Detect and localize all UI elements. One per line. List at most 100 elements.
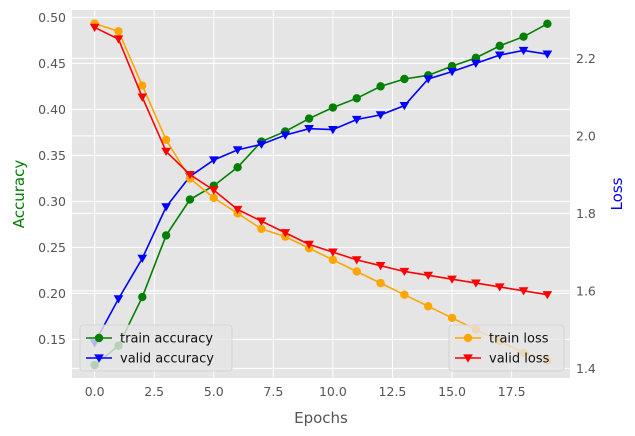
y-tick-label-left: 0.35 (38, 148, 66, 163)
x-axis-label: Epochs (294, 409, 348, 427)
valid-accuracy-point (113, 295, 124, 304)
train-accuracy-point (328, 103, 338, 112)
valid-accuracy-point (351, 115, 362, 125)
valid-accuracy-point (399, 102, 410, 111)
valid-loss-point (447, 275, 457, 284)
valid-loss-point (304, 240, 314, 249)
y-tick-label-right: 2.0 (576, 128, 596, 143)
valid-loss-point (471, 279, 481, 288)
x-tick-label: 15.0 (438, 384, 466, 399)
train-accuracy-point (400, 74, 409, 84)
valid-accuracy-point (208, 156, 219, 165)
valid-accuracy-point (161, 203, 171, 212)
valid-accuracy-line (93, 49, 548, 344)
series-valid-loss (89, 23, 553, 300)
y-tick-label-left: 0.25 (38, 240, 66, 255)
y-tick-label-left: 0.15 (38, 332, 66, 347)
legend-box (79, 324, 233, 372)
train-loss-point (400, 290, 409, 299)
train-loss-point (376, 278, 385, 288)
x-tick-label: 10.0 (319, 384, 347, 399)
valid-accuracy-point (280, 131, 291, 140)
x-tick-label: 0.0 (85, 384, 105, 399)
valid-loss-point (256, 217, 267, 226)
valid-loss-point (89, 23, 100, 33)
valid-loss-point (494, 283, 505, 292)
train-accuracy-line (94, 23, 548, 366)
valid-loss-point (161, 147, 171, 156)
train-loss-point (161, 135, 171, 144)
valid-accuracy-point (232, 146, 243, 155)
y-tick-label-left: 0.20 (38, 286, 66, 301)
y-tick-label-left: 0.45 (38, 56, 66, 71)
x-tick-label: 7.5 (263, 384, 283, 399)
train-loss-point (209, 193, 218, 203)
train-accuracy-point (495, 41, 504, 51)
legend-label: valid loss (489, 352, 550, 367)
x-tick-label: 17.5 (498, 384, 526, 399)
valid-accuracy-point (304, 125, 314, 134)
train-accuracy-point (352, 94, 361, 103)
valid-accuracy-point (447, 68, 457, 77)
x-tick-label: 12.5 (379, 384, 407, 399)
train-loss-point (257, 224, 266, 234)
train-loss-point (328, 255, 338, 265)
x-tick-label: 2.5 (144, 384, 164, 399)
legend-box (448, 324, 565, 372)
legend-lower-right: train loss valid loss (448, 324, 565, 372)
valid-loss-point (518, 287, 529, 296)
valid-loss-point (351, 256, 362, 265)
train-accuracy-point (138, 292, 147, 302)
y-axis-label-right: Loss (608, 177, 626, 210)
legend-label: train accuracy (120, 332, 213, 347)
train-loss-point (138, 81, 147, 90)
valid-accuracy-point (542, 50, 553, 59)
valid-loss-point (423, 271, 434, 280)
valid-loss-point (328, 248, 338, 257)
valid-accuracy-point (518, 46, 529, 56)
train-loss-point (114, 27, 123, 36)
valid-loss-point (375, 262, 386, 271)
valid-accuracy-point (494, 51, 505, 60)
valid-accuracy-point (471, 59, 481, 68)
legend-marker (94, 333, 104, 343)
valid-accuracy-point (328, 125, 338, 135)
train-accuracy-point (185, 195, 195, 204)
tick-labels: 0.0 2.5 5.0 7.5 10.0 12.5 15.0 17.5 0.15 0.20 0.25… (38, 10, 596, 399)
plot-background (72, 10, 570, 378)
valid-loss-point (280, 229, 291, 238)
valid-loss-line (94, 26, 548, 296)
legend-label: valid accuracy (120, 352, 214, 367)
legend-lower-left: train accuracy valid accuracy (79, 324, 233, 372)
y-tick-label-left: 0.30 (38, 194, 66, 209)
valid-loss-point (208, 186, 219, 195)
train-loss-point (447, 313, 457, 323)
grid-lines (72, 10, 570, 378)
train-accuracy-point (376, 82, 385, 91)
train-accuracy-point (543, 19, 552, 28)
train-accuracy-point (304, 114, 314, 123)
valid-accuracy-point (137, 254, 148, 263)
train-loss-point (352, 267, 361, 276)
valid-loss-point (232, 205, 243, 215)
valid-loss-point (137, 93, 148, 102)
y-tick-label-left: 0.50 (38, 10, 66, 25)
legend-marker (463, 354, 473, 363)
valid-loss-point (113, 35, 124, 44)
y-tick-label-right: 1.4 (576, 361, 596, 376)
valid-loss-point (185, 171, 195, 180)
train-accuracy-point (519, 32, 528, 41)
valid-accuracy-point (423, 75, 434, 84)
y-tick-label-right: 2.2 (576, 51, 596, 66)
y-tick-label-right: 1.8 (576, 206, 596, 221)
legend-marker (94, 354, 104, 363)
train-loss-point (424, 302, 433, 311)
x-tick-label: 5.0 (204, 384, 224, 399)
train-accuracy-point (161, 231, 171, 240)
legend-label: train loss (489, 332, 549, 347)
y-tick-label-right: 1.6 (576, 283, 596, 298)
y-axis-label-left: Accuracy (10, 160, 28, 229)
y-tick-label-left: 0.40 (38, 102, 66, 117)
valid-accuracy-point (375, 111, 386, 120)
